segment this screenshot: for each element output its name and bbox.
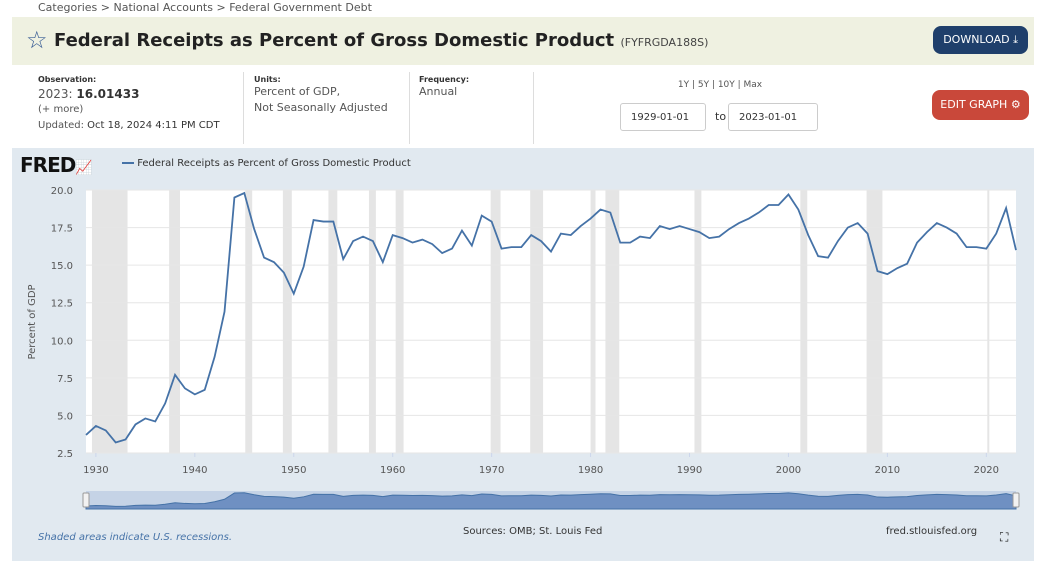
- y-tick-label: 10.0: [51, 336, 73, 347]
- observation-value: 16.01433: [76, 87, 140, 101]
- recession-band: [800, 190, 808, 453]
- download-icon: ⤓: [1013, 33, 1018, 46]
- legend-label: Federal Receipts as Percent of Gross Dom…: [137, 158, 411, 169]
- updated-value: Oct 18, 2024 4:11 PM CDT: [87, 120, 220, 131]
- recession-band: [590, 190, 596, 453]
- fullscreen-icon[interactable]: ⛶: [1000, 530, 1009, 544]
- units-value-1: Percent of GDP,: [254, 85, 341, 98]
- recession-band: [490, 190, 501, 453]
- edit-graph-button[interactable]: EDIT GRAPH ⚙: [932, 90, 1029, 120]
- edit-graph-label: EDIT GRAPH: [940, 98, 1008, 111]
- download-label: DOWNLOAD: [943, 33, 1010, 46]
- frequency-value: Annual: [419, 85, 458, 98]
- y-tick-label: 7.5: [57, 374, 73, 385]
- divider: [533, 72, 534, 144]
- units-value-2: Not Seasonally Adjusted: [254, 101, 388, 114]
- recession-band: [328, 190, 338, 453]
- recession-band: [530, 190, 544, 453]
- recession-band: [605, 190, 620, 453]
- x-tick-label: 2020: [974, 465, 999, 476]
- updated-label: Updated:: [38, 120, 84, 131]
- divider: [409, 72, 410, 144]
- sources: Sources: OMB; St. Louis Fed: [463, 526, 603, 537]
- frequency-label: Frequency:: [419, 75, 470, 84]
- navigator-handle[interactable]: [82, 492, 90, 508]
- observation-label: Observation:: [38, 75, 97, 84]
- title-text: Federal Receipts as Percent of Gross Dom…: [54, 30, 615, 51]
- start-date-input[interactable]: 1929-01-01: [620, 103, 706, 131]
- observation-panel: Observation: 2023: 16.01433 (+ more) Upd…: [38, 75, 220, 134]
- star-icon[interactable]: ☆: [26, 26, 48, 54]
- plot-area: [86, 190, 1016, 453]
- y-tick-label: 20.0: [51, 186, 73, 197]
- x-tick-label: 1980: [578, 465, 603, 476]
- y-tick-label: 12.5: [51, 299, 73, 310]
- to-label: to: [715, 110, 727, 123]
- recession-band: [245, 190, 253, 453]
- units-label: Units:: [254, 75, 281, 84]
- fred-logo: FRED📈: [20, 153, 93, 177]
- gear-icon: ⚙: [1010, 98, 1021, 111]
- recession-band: [987, 190, 990, 453]
- recession-band: [694, 190, 702, 453]
- x-tick-label: 1970: [479, 465, 504, 476]
- navigator-series: [85, 492, 1017, 510]
- recession-band: [282, 190, 292, 453]
- y-axis-label: Percent of GDP: [27, 284, 38, 359]
- end-date-input[interactable]: 2023-01-01: [728, 103, 818, 131]
- page-title: Federal Receipts as Percent of Gross Dom…: [54, 30, 708, 51]
- series-id: (FYFRGDA188S): [620, 36, 709, 49]
- breadcrumb[interactable]: Categories > National Accounts > Federal…: [38, 1, 372, 14]
- x-tick-label: 2010: [875, 465, 900, 476]
- download-button[interactable]: DOWNLOAD ⤓: [933, 26, 1028, 54]
- more-link[interactable]: (+ more): [38, 104, 84, 115]
- x-tick-label: 1930: [83, 465, 108, 476]
- y-tick-label: 2.5: [57, 449, 73, 460]
- y-tick-label: 15.0: [51, 261, 73, 272]
- y-tick-label: 5.0: [57, 411, 73, 422]
- x-tick-label: 1950: [281, 465, 306, 476]
- recession-band: [91, 190, 128, 453]
- y-tick-label: 17.5: [51, 224, 73, 235]
- recession-note: Shaded areas indicate U.S. recessions.: [38, 532, 233, 543]
- legend-swatch: [122, 162, 134, 164]
- recession-band: [866, 190, 883, 453]
- site-link[interactable]: fred.stlouisfed.org: [886, 526, 978, 537]
- x-tick-label: 1940: [182, 465, 207, 476]
- divider: [243, 72, 244, 144]
- recession-band: [368, 190, 376, 453]
- legend: Federal Receipts as Percent of Gross Dom…: [122, 158, 411, 169]
- frequency-panel: Frequency: Annual: [419, 75, 469, 100]
- x-tick-label: 1960: [380, 465, 405, 476]
- range-links[interactable]: 1Y | 5Y | 10Y | Max: [677, 80, 763, 90]
- units-panel: Units: Percent of GDP, Not Seasonally Ad…: [254, 75, 388, 116]
- observation-date: 2023:: [38, 87, 73, 101]
- chart-logo-icon: 📈: [75, 160, 92, 176]
- title-bar: ☆ Federal Receipts as Percent of Gross D…: [12, 17, 1034, 65]
- recession-band: [169, 190, 180, 453]
- x-tick-label: 2000: [776, 465, 801, 476]
- recession-band: [395, 190, 404, 453]
- series-line: [85, 191, 1017, 444]
- navigator-handle[interactable]: [1012, 492, 1020, 508]
- x-tick-label: 1990: [677, 465, 702, 476]
